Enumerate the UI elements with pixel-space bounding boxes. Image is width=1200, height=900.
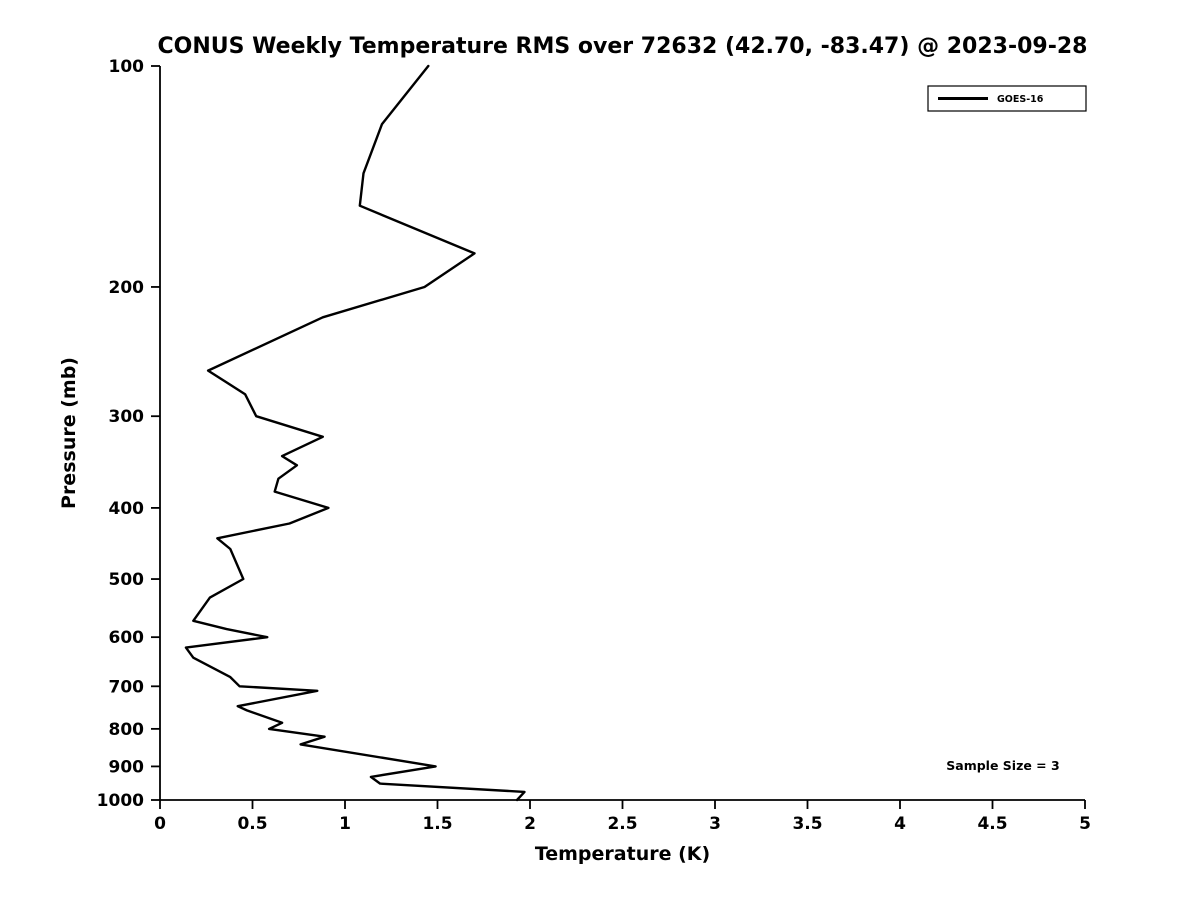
y-tick-label: 200 — [109, 278, 145, 298]
sample-size-annotation: Sample Size = 3 — [946, 758, 1059, 773]
y-tick-label: 1000 — [97, 791, 144, 811]
x-tick-label: 1.5 — [422, 814, 452, 834]
x-tick-label: 1 — [339, 814, 351, 834]
y-tick-label: 900 — [109, 757, 145, 777]
tick-marks: 0 0.5 1 1.5 2 2.5 3 3.5 4 4.5 5 100 200 300 400 500 600 7… — [97, 57, 1091, 834]
x-tick-label: 0.5 — [237, 814, 267, 834]
x-tick-label: 4 — [894, 814, 906, 834]
x-tick-label: 3.5 — [792, 814, 822, 834]
y-tick-label: 500 — [109, 570, 145, 590]
legend-label: GOES-16 — [997, 94, 1044, 105]
x-tick-label: 5 — [1079, 814, 1091, 834]
x-tick-label: 2 — [524, 814, 536, 834]
y-tick-label: 700 — [109, 677, 145, 697]
x-axis-label: Temperature (K) — [535, 843, 710, 865]
y-tick-label: 100 — [109, 57, 145, 77]
y-tick-label: 300 — [109, 407, 145, 427]
y-tick-label: 400 — [109, 499, 145, 519]
y-axis-label: Pressure (mb) — [58, 357, 80, 509]
goes16-series-line — [184, 64, 526, 802]
chart-title: CONUS Weekly Temperature RMS over 72632 … — [158, 34, 1088, 59]
x-tick-label: 2.5 — [607, 814, 637, 834]
y-tick-label: 800 — [109, 720, 145, 740]
x-tick-label: 0 — [154, 814, 166, 834]
x-tick-label: 3 — [709, 814, 721, 834]
y-tick-label: 600 — [109, 628, 145, 648]
legend: GOES-16 — [927, 85, 1087, 112]
x-tick-label: 4.5 — [977, 814, 1007, 834]
